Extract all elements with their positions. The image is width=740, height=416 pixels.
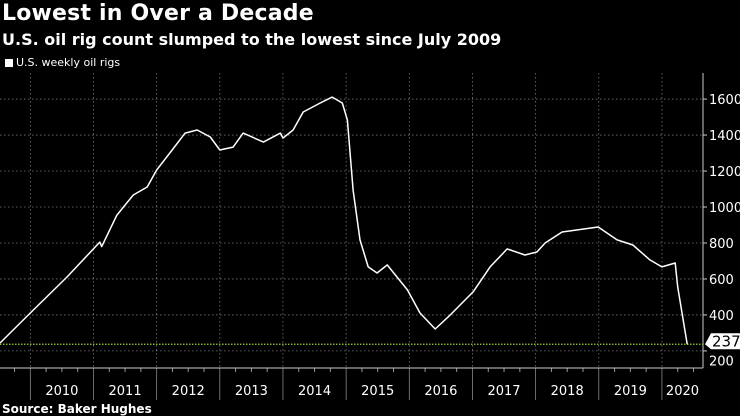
x-tick-label: 2015 — [361, 384, 394, 399]
y-tick-label: 1200 — [709, 165, 740, 180]
x-tick-label: 2020 — [666, 384, 699, 399]
x-tick-label: 2014 — [298, 384, 331, 399]
x-tick-label: 2010 — [45, 384, 78, 399]
legend: U.S. weekly oil rigs — [5, 56, 120, 69]
chart-subtitle: U.S. oil rig count slumped to the lowest… — [2, 30, 502, 49]
legend-label: U.S. weekly oil rigs — [16, 56, 121, 69]
y-tick-label: 800 — [709, 237, 734, 252]
chart-title: Lowest in Over a Decade — [2, 1, 314, 26]
legend-swatch — [5, 58, 13, 67]
x-tick-label: 2018 — [551, 384, 584, 399]
x-tick-label: 2017 — [487, 384, 520, 399]
y-tick-label: 1400 — [709, 129, 740, 144]
x-tick-label: 2016 — [424, 384, 457, 399]
y-tick-label: 600 — [709, 273, 734, 288]
x-tick-label: 2012 — [172, 384, 205, 399]
last-value-label: 237 — [712, 332, 740, 350]
x-tick-label: 2019 — [614, 384, 647, 399]
oil-rig-line — [0, 96, 688, 345]
source-note: Source: Baker Hughes — [2, 402, 152, 416]
y-tick-label: 200 — [709, 354, 734, 369]
x-tick-label: 2011 — [109, 384, 142, 399]
last-value-badge — [705, 333, 740, 350]
y-tick-label: 1000 — [709, 201, 740, 216]
y-tick-label: 1600 — [709, 93, 740, 108]
x-tick-label: 2013 — [235, 384, 268, 399]
y-tick-label: 400 — [709, 309, 734, 324]
